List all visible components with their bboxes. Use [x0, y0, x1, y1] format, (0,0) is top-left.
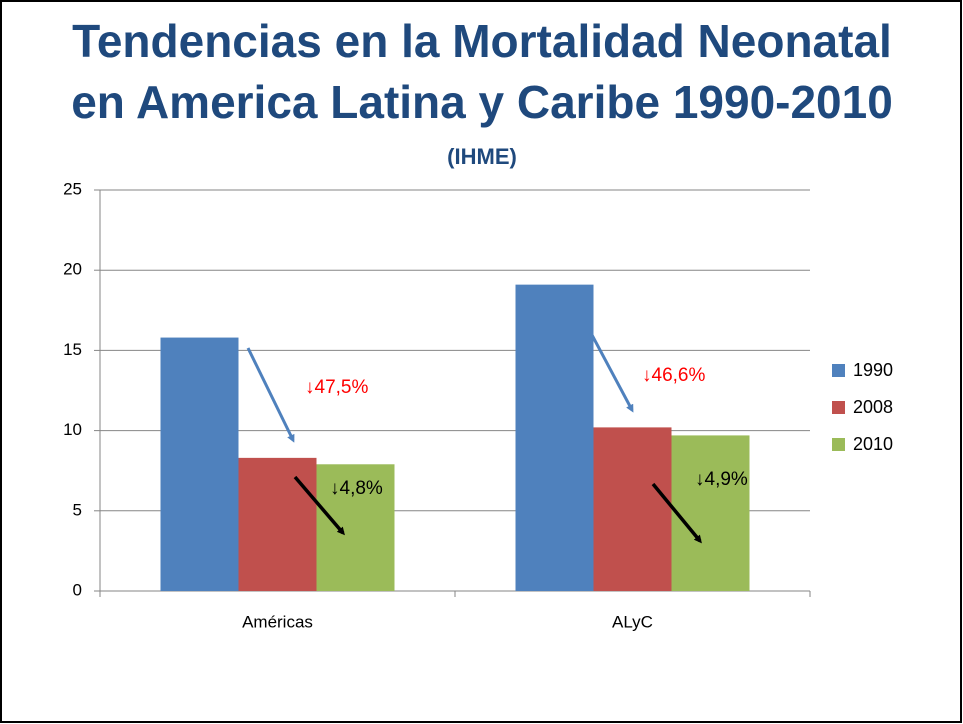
y-tick-label: 15: [63, 340, 82, 359]
bar: [238, 457, 317, 591]
y-tick-label: 25: [63, 179, 82, 198]
arrow: [651, 482, 702, 544]
y-tick-label: 5: [73, 500, 82, 519]
chart-subtitle: (IHME): [447, 144, 517, 169]
legend-swatch: [832, 401, 845, 414]
bar: [593, 427, 672, 591]
arrow: [566, 289, 634, 413]
legend-label: 2010: [853, 434, 893, 454]
legend-swatch: [832, 438, 845, 451]
chart-title: Tendencias en la Mortalidad Neonatal: [72, 15, 892, 67]
annotation: ↓4,8%: [330, 478, 383, 499]
x-tick-label: Américas: [242, 612, 313, 631]
legend-label: 2008: [853, 397, 893, 417]
bar: [160, 337, 239, 591]
chart-title: en America Latina y Caribe 1990-2010: [71, 76, 893, 128]
arrow: [293, 475, 345, 536]
x-tick-label: ALyC: [612, 612, 653, 631]
y-tick-label: 0: [73, 580, 82, 599]
bar: [515, 284, 594, 591]
annotation: ↓46,6%: [642, 365, 705, 386]
legend-swatch: [832, 364, 845, 377]
bar: [316, 464, 395, 591]
annotation: ↓47,5%: [305, 377, 368, 398]
bar: [671, 435, 750, 591]
legend-label: 1990: [853, 360, 893, 380]
plot: 0 5 10 15 20 25 Américas ALyC 1990 2008 2010 ↓47,5%…: [63, 179, 893, 631]
arrow: [246, 347, 295, 443]
y-tick-label: 20: [63, 260, 82, 279]
annotation: ↓4,9%: [695, 469, 748, 490]
arrows: [246, 289, 702, 544]
y-tick-label: 10: [63, 420, 82, 439]
